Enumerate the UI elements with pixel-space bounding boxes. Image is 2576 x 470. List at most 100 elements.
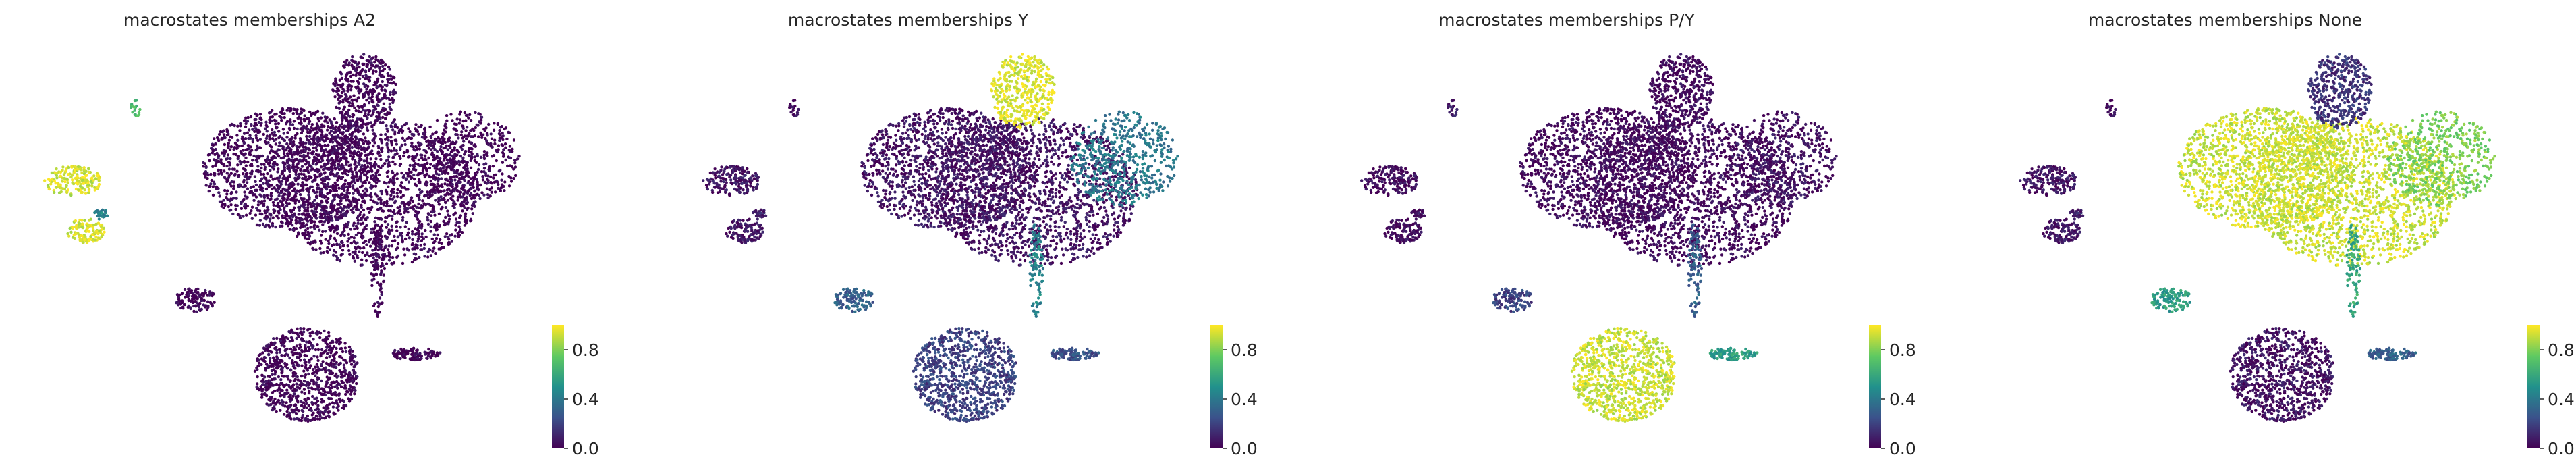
scatter-point (256, 145, 258, 147)
scatter-point (464, 111, 466, 114)
scatter-point (465, 221, 468, 224)
scatter-point (474, 134, 476, 137)
scatter-point (243, 203, 246, 206)
scatter-point (250, 171, 253, 174)
scatter-point (501, 125, 503, 128)
scatter-point (480, 116, 483, 119)
scatter-point (207, 153, 210, 156)
scatter-point (332, 82, 335, 85)
scatter-point (383, 280, 385, 282)
scatter-point (420, 244, 422, 246)
scatter-point (354, 70, 357, 72)
scatter-point (223, 176, 226, 178)
scatter-point (455, 161, 457, 163)
scatter-point (383, 203, 385, 206)
scatter-point (435, 228, 437, 231)
scatter-point (497, 187, 499, 190)
scatter-point (376, 59, 379, 62)
scatter-point (401, 262, 404, 265)
scatter-point (226, 134, 229, 136)
scatter-point (250, 123, 252, 126)
scatter-point (379, 238, 381, 241)
scatter-point (325, 238, 327, 240)
scatter-point (246, 187, 249, 190)
scatter-point (370, 195, 372, 198)
scatter-point (339, 86, 342, 88)
scatter-point (380, 302, 383, 305)
scatter-point (325, 200, 328, 203)
scatter-point (391, 122, 394, 124)
scatter-point (368, 101, 370, 104)
scatter-point (306, 418, 309, 421)
scatter-point (494, 190, 497, 193)
scatter-point (389, 136, 392, 138)
scatter-point (474, 111, 476, 114)
scatter-point (347, 233, 350, 236)
scatter-point (424, 229, 426, 232)
scatter-point (244, 157, 247, 159)
scatter-point (441, 186, 443, 188)
scatter-point (368, 69, 370, 72)
scatter-point (321, 112, 324, 115)
scatter-point (279, 361, 281, 364)
scatter-point (291, 123, 294, 126)
scatter-point (325, 119, 327, 122)
scatter-point (240, 207, 243, 210)
scatter-point (381, 88, 383, 91)
scatter-point (220, 161, 223, 164)
scatter-point (211, 165, 214, 168)
scatter-point (470, 157, 473, 160)
scatter-point (277, 185, 279, 188)
scatter-point (399, 148, 401, 151)
scatter-point (227, 142, 229, 145)
scatter-point (360, 166, 362, 169)
scatter-point (404, 143, 407, 146)
scatter-point (310, 386, 313, 389)
scatter-point (458, 160, 461, 163)
scatter-point (317, 348, 320, 351)
scatter-point (416, 218, 419, 221)
scatter-point (448, 145, 451, 147)
scatter-point (513, 161, 516, 164)
scatter-point (456, 150, 459, 153)
scatter-point (326, 352, 329, 355)
scatter-point (383, 95, 385, 98)
scatter-point (332, 363, 335, 365)
scatter-point (313, 142, 316, 145)
scatter-point (362, 132, 365, 135)
scatter-point (410, 137, 413, 140)
scatter-point (289, 118, 291, 121)
scatter-point (273, 211, 275, 214)
scatter-point (455, 123, 458, 126)
scatter-point (474, 155, 476, 158)
scatter-point (414, 183, 416, 186)
scatter-point (274, 363, 277, 365)
scatter-point (345, 148, 348, 151)
scatter-point (234, 142, 237, 145)
scatter-point (303, 120, 306, 122)
scatter-point (375, 64, 378, 67)
scatter-point (288, 192, 291, 195)
scatter-point (504, 142, 507, 145)
scatter-point (439, 159, 441, 162)
scatter-point (313, 134, 316, 137)
scatter-point (465, 114, 468, 117)
scatter-point (217, 157, 219, 159)
scatter-point (378, 207, 381, 210)
scatter-point (250, 209, 252, 212)
scatter-point (289, 140, 292, 142)
scatter-point (490, 132, 493, 135)
scatter-point (334, 167, 337, 169)
scatter-point (223, 136, 225, 139)
scatter-point (246, 176, 249, 179)
scatter-point (333, 381, 336, 384)
scatter-point (327, 160, 330, 163)
scatter-point (410, 142, 413, 145)
scatter-point (277, 375, 280, 378)
scatter-point (480, 191, 483, 194)
scatter-point (277, 194, 280, 197)
scatter-point (358, 251, 360, 253)
scatter-point (333, 95, 336, 98)
scatter-point (499, 134, 501, 136)
scatter-point (338, 383, 341, 386)
